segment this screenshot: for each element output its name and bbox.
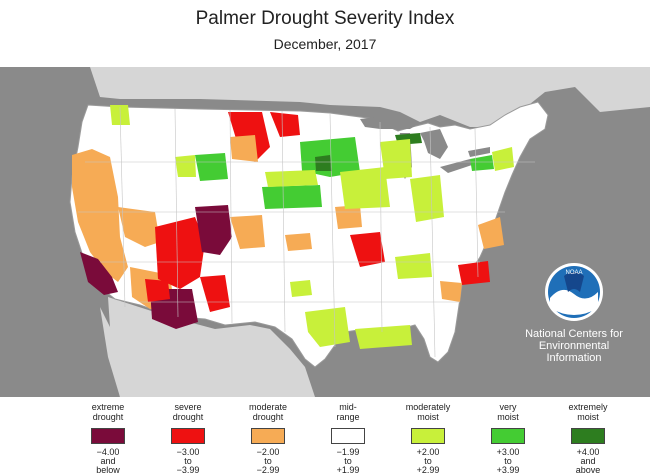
legend-item-moderately-moist: moderately moist +2.00 to +2.99	[388, 400, 468, 475]
legend-label: severe drought	[172, 402, 204, 422]
legend-label: very moist	[497, 402, 519, 422]
region-idaho-lime	[175, 155, 196, 177]
region-nevada-moderate	[118, 207, 160, 247]
state-lines	[78, 106, 535, 358]
region-dakota-severe	[270, 112, 300, 137]
legend-item-extremely-moist: extremely moist +4.00 and above	[548, 400, 628, 475]
region-minnesota-darkgreen	[315, 155, 332, 171]
legend-item-moderate-drought: moderate drought −2.00 to −2.99	[228, 400, 308, 475]
region-oklahoma-moderate	[285, 233, 312, 251]
legend-range: +3.00 to +3.99	[496, 447, 520, 475]
legend-item-mid-range: mid-range −1.99 to +1.99	[308, 400, 388, 475]
legend-swatch	[491, 428, 525, 444]
ncei-line-2: Environmental	[538, 340, 610, 352]
region-utah-severe	[155, 217, 205, 289]
legend-swatch	[571, 428, 605, 444]
lake-huron	[420, 129, 448, 159]
legend: extreme drought −4.00 and below severe droug…	[68, 400, 628, 475]
legend-range: +4.00 and above	[575, 447, 601, 475]
legend-label: mid-range	[336, 402, 360, 422]
lake-superior	[360, 115, 420, 129]
region-midwest-severe	[350, 232, 385, 267]
ncei-line-3: Information	[546, 352, 602, 364]
ncei-branding: NOAA National Centers for Environmental …	[514, 262, 634, 364]
lake-erie	[440, 159, 472, 173]
region-arizona-severe	[145, 279, 170, 302]
legend-label: moderately moist	[405, 402, 451, 422]
region-gulf-lime	[355, 325, 412, 349]
region-virginia-moderate	[478, 217, 504, 249]
legend-label: moderate drought	[248, 402, 288, 422]
region-west-coast-moderate	[72, 149, 128, 282]
svg-text:NOAA: NOAA	[565, 270, 582, 276]
map-title: Palmer Drought Severity Index	[195, 8, 455, 29]
map-subtitle: December, 2017	[273, 36, 377, 52]
region-nebraska-lime	[265, 170, 318, 187]
baja-land	[100, 307, 135, 397]
legend-range: −3.00 to −3.99	[176, 447, 200, 475]
region-iowa-lime	[340, 167, 390, 209]
lake-ontario	[468, 147, 490, 157]
legend-swatch	[251, 428, 285, 444]
region-kansas-lime	[290, 280, 312, 297]
region-midwest-moderate	[335, 205, 362, 229]
legend-item-extreme-drought: extreme drought −4.00 and below	[68, 400, 148, 475]
region-fourcorners-extreme	[195, 205, 232, 255]
region-newmexico-moderate	[230, 215, 265, 249]
ncei-line-1: National Centers for	[525, 328, 623, 340]
legend-range: −4.00 and below	[96, 447, 120, 475]
region-nebraska-green	[262, 185, 322, 209]
region-newengland-lime	[492, 147, 514, 171]
legend-item-severe-drought: severe drought −3.00 to −3.99	[148, 400, 228, 475]
region-southeast-severe	[458, 261, 490, 285]
region-southeast-moderate	[440, 281, 462, 302]
us-map-svg	[0, 67, 650, 397]
legend-swatch	[171, 428, 205, 444]
legend-item-very-moist: very moist +3.00 to +3.99	[468, 400, 548, 475]
legend-range: −2.00 to −2.99	[256, 447, 280, 475]
canada-land	[0, 67, 650, 127]
legend-range: +2.00 to +2.99	[416, 447, 440, 475]
region-texas-lime	[305, 307, 350, 347]
region-montana-moderate	[230, 135, 258, 162]
region-socal-extreme	[80, 252, 118, 295]
drought-map	[0, 67, 650, 397]
legend-swatch	[331, 428, 365, 444]
region-ohio-lime	[410, 175, 444, 222]
region-wyoming-green	[195, 153, 228, 181]
legend-range: −1.99 to +1.99	[336, 447, 360, 475]
legend-label: extremely moist	[568, 402, 608, 422]
legend-swatch	[91, 428, 125, 444]
region-wisconsin-lime	[380, 139, 412, 179]
legend-label: extreme drought	[91, 402, 125, 422]
region-tennessee-lime	[395, 253, 432, 279]
noaa-logo-icon: NOAA	[545, 263, 603, 321]
legend-swatch	[411, 428, 445, 444]
drought-regions	[72, 105, 514, 349]
region-newmexico-severe	[200, 275, 230, 312]
